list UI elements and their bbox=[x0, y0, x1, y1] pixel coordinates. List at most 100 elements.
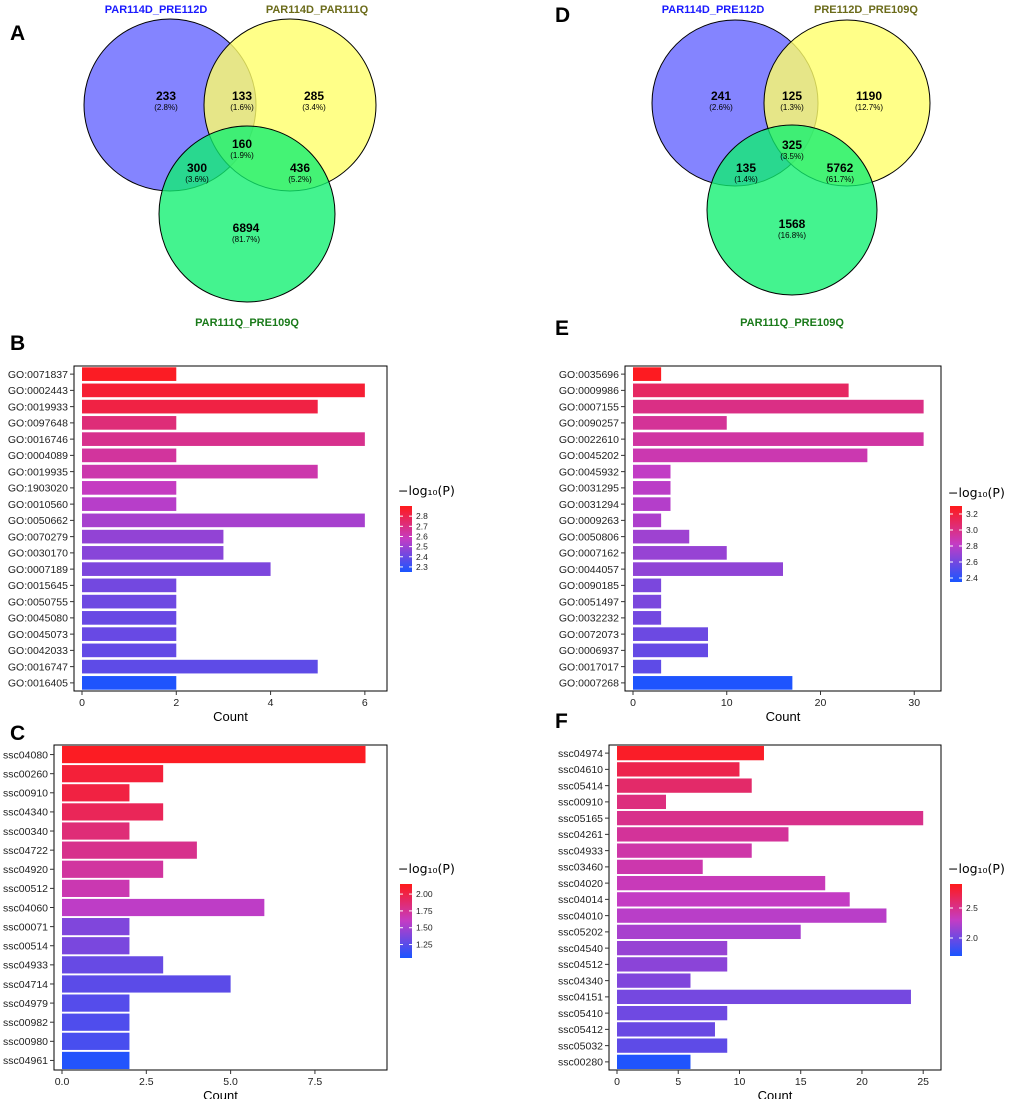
ytick-label-f: ssc04010 bbox=[558, 910, 603, 922]
venn-d-set-label-3: PAR111Q_PRE109Q bbox=[740, 317, 844, 329]
venn-d-count-b-only: 1190 bbox=[856, 89, 882, 103]
ytick-label-b: GO:0050755 bbox=[8, 596, 68, 608]
xtick-label-b: 2 bbox=[173, 697, 179, 709]
bar-e-go0007268 bbox=[633, 676, 793, 690]
bar-e-go0032232 bbox=[633, 611, 662, 625]
ytick-label-f: ssc04610 bbox=[558, 764, 603, 776]
legend-tick-label-c: 1.50 bbox=[416, 923, 433, 933]
venn-a-pct-b-only: (3.4%) bbox=[302, 103, 326, 112]
ytick-label-c: ssc00982 bbox=[3, 1017, 48, 1029]
plot-frame-b bbox=[73, 365, 388, 692]
ytick-label-e: GO:0090257 bbox=[559, 418, 619, 430]
ytick-label-e: GO:0044057 bbox=[559, 564, 619, 576]
panel-letter-a: A bbox=[10, 22, 25, 45]
xtick-label-f: 20 bbox=[856, 1076, 868, 1088]
ytick-label-e: GO:0045932 bbox=[559, 466, 619, 478]
xtick-label-b: 0 bbox=[79, 697, 85, 709]
bar-c-ssc04920 bbox=[62, 860, 164, 878]
bar-e-go0072073 bbox=[633, 627, 708, 641]
bar-f-ssc00280 bbox=[617, 1054, 691, 1070]
ytick-label-c: ssc04714 bbox=[3, 979, 48, 991]
xtick-label-f: 10 bbox=[734, 1076, 746, 1088]
ytick-label-e: GO:0032232 bbox=[559, 613, 619, 625]
venn-a-count-a-only: 233 bbox=[156, 89, 176, 103]
bar-chart-e: GO:0035696 GO:0009986 GO:0007155 GO:0090257… bbox=[559, 365, 1005, 724]
bar-f-ssc05202 bbox=[617, 924, 801, 940]
bar-c-ssc04933 bbox=[62, 956, 164, 974]
bar-f-ssc04610 bbox=[617, 762, 740, 777]
xtick-label-c: 7.5 bbox=[308, 1076, 323, 1088]
ytick-label-c: ssc04933 bbox=[3, 960, 48, 972]
bar-e-go0045932 bbox=[633, 464, 671, 479]
ytick-label-c: ssc00980 bbox=[3, 1036, 48, 1048]
ytick-label-b: GO:0016747 bbox=[8, 661, 68, 673]
bar-chart-f: ssc04974 ssc04610 ssc05414 ssc00910 ssc05165… bbox=[558, 744, 1005, 1099]
legend-title-e: −log₁₀(P) bbox=[948, 485, 1005, 500]
bar-b-go0004089 bbox=[82, 448, 177, 463]
ytick-label-e: GO:0007162 bbox=[559, 548, 619, 560]
bar-c-ssc00982 bbox=[62, 1013, 130, 1031]
bar-e-go0051497 bbox=[633, 594, 662, 609]
ytick-label-b: GO:0019935 bbox=[8, 466, 68, 478]
legend-tick-label-e: 2.4 bbox=[966, 573, 978, 583]
xaxis-label-e: Count bbox=[766, 709, 801, 724]
ytick-label-e: GO:0006937 bbox=[559, 645, 619, 657]
xtick-label-f: 15 bbox=[795, 1076, 807, 1088]
bar-b-go0050755 bbox=[82, 594, 177, 609]
ytick-label-e: GO:0007268 bbox=[559, 678, 619, 690]
legend-tick-label-b: 2.5 bbox=[416, 542, 428, 552]
ytick-label-f: ssc04512 bbox=[558, 959, 603, 971]
bar-f-ssc05412 bbox=[617, 1022, 715, 1037]
venn-a-count-c-only: 6894 bbox=[233, 221, 260, 235]
venn-d-count-ab: 125 bbox=[782, 89, 802, 103]
ytick-label-c: ssc00514 bbox=[3, 941, 48, 953]
ytick-label-f: ssc04974 bbox=[558, 748, 603, 760]
ytick-label-c: ssc04080 bbox=[3, 749, 48, 761]
xaxis-label-f: Count bbox=[758, 1088, 793, 1099]
ytick-label-c: ssc00260 bbox=[3, 768, 48, 780]
venn-d-set-label-1: PAR114D_PRE112D bbox=[662, 4, 765, 16]
ytick-label-b: GO:0045080 bbox=[8, 613, 68, 625]
bar-f-ssc04974 bbox=[617, 745, 764, 761]
ytick-label-b: GO:0042033 bbox=[8, 645, 68, 657]
ytick-label-c: ssc04722 bbox=[3, 845, 48, 857]
bar-b-go0071837 bbox=[82, 367, 177, 381]
bar-e-go0031294 bbox=[633, 497, 671, 511]
venn-a-circle-3 bbox=[158, 125, 336, 303]
bar-chart-c: ssc04080 ssc00260 ssc00910 ssc04340 ssc00340… bbox=[3, 744, 455, 1099]
ytick-label-f: ssc04020 bbox=[558, 878, 603, 890]
ytick-label-f: ssc05165 bbox=[558, 813, 603, 825]
bar-c-ssc04722 bbox=[62, 841, 197, 859]
ytick-label-f: ssc05032 bbox=[558, 1040, 603, 1052]
venn-a-count-b-only: 285 bbox=[304, 89, 324, 103]
venn-a-count-abc: 160 bbox=[232, 137, 252, 151]
legend-tick-label-e: 3.0 bbox=[966, 525, 978, 535]
ytick-label-b: GO:0071837 bbox=[8, 369, 68, 381]
ytick-label-e: GO:0090185 bbox=[559, 580, 619, 592]
venn-a-pct-ac: (3.6%) bbox=[185, 175, 209, 184]
bar-b-go0015645 bbox=[82, 578, 177, 593]
bar-f-ssc00910 bbox=[617, 794, 666, 810]
panel-letter-e: E bbox=[555, 317, 569, 340]
bar-e-go0035696 bbox=[633, 367, 662, 381]
ytick-label-c: ssc04340 bbox=[3, 807, 48, 819]
venn-d-pct-bc: (61.7%) bbox=[826, 175, 854, 184]
venn-a-pct-bc: (5.2%) bbox=[288, 175, 312, 184]
ytick-label-b: GO:0097648 bbox=[8, 418, 68, 430]
ytick-label-c: ssc04920 bbox=[3, 864, 48, 876]
plot-frame-e bbox=[624, 365, 942, 692]
bar-b-go0042033 bbox=[82, 643, 177, 658]
legend-tick-label-b: 2.6 bbox=[416, 531, 428, 541]
legend-title-b: −log₁₀(P) bbox=[398, 483, 455, 498]
ytick-label-c: ssc00071 bbox=[3, 921, 48, 933]
bar-c-ssc00512 bbox=[62, 879, 130, 897]
bar-e-go0044057 bbox=[633, 562, 783, 576]
bar-f-ssc05032 bbox=[617, 1038, 728, 1053]
ytick-label-e: GO:0031295 bbox=[559, 483, 619, 495]
legend-title-c: −log₁₀(P) bbox=[398, 861, 455, 876]
bar-b-go0016405 bbox=[82, 676, 177, 690]
venn-a: PAR114D_PRE112D PAR114D_PAR111Q PAR111Q_… bbox=[83, 4, 377, 329]
legend-tick-label-e: 2.6 bbox=[966, 557, 978, 567]
ytick-label-e: GO:0045202 bbox=[559, 450, 619, 462]
